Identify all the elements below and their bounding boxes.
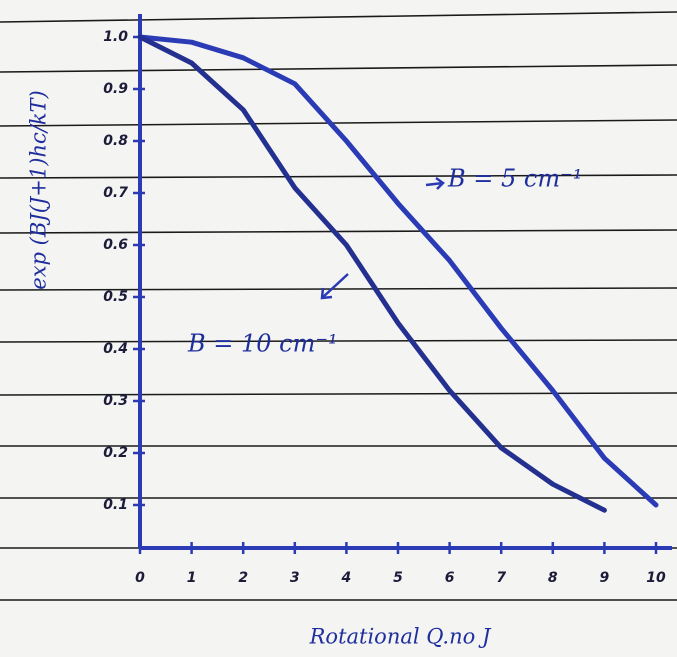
y-tick-label: 0.6 (103, 237, 128, 253)
y-tick-label: 0.2 (103, 445, 128, 461)
y-axis-label: exp (BJ(J+1)hc/kT) (27, 90, 51, 289)
y-tick-label: 1.0 (103, 29, 128, 45)
x-tick-label: 3 (290, 570, 300, 586)
paper-rule (0, 339, 677, 343)
paper-rule (0, 392, 677, 396)
x-tick-label: 8 (548, 570, 558, 586)
y-tick-label: 0.4 (103, 341, 128, 357)
y-tick-label: 0.8 (103, 133, 128, 149)
annotation: B = 5 cm⁻¹ (447, 165, 582, 193)
annotation-arrow (425, 176, 445, 190)
y-tick-label: 0.7 (103, 185, 128, 201)
x-tick-label: 9 (600, 570, 610, 586)
paper-rule (0, 287, 677, 291)
x-tick-label: 2 (238, 570, 248, 586)
y-tick-label: 0.9 (103, 81, 128, 97)
y-tick-label: 0.3 (103, 393, 128, 409)
paper-rule (0, 174, 677, 179)
paper-rule (0, 119, 677, 127)
annotation-arrow (320, 273, 349, 300)
annotation: B = 10 cm⁻¹ (187, 330, 338, 358)
paper-rule (0, 11, 677, 23)
y-tick-label: 0.1 (103, 497, 128, 513)
x-tick-label: 5 (393, 570, 403, 586)
x-axis-label: Rotational Q.no J (309, 625, 492, 649)
paper-rule (0, 229, 677, 234)
paper-rule (0, 64, 677, 73)
x-tick-label: 7 (496, 570, 506, 586)
y-tick-label: 0.5 (103, 289, 128, 305)
x-tick-label: 1 (187, 570, 197, 586)
paper-rules (0, 11, 677, 601)
x-tick-label: 0 (135, 570, 145, 586)
x-tick-label: 10 (646, 570, 666, 586)
line-series (137, 34, 659, 508)
line-series (137, 34, 607, 513)
x-tick-label: 4 (341, 570, 352, 586)
x-tick-label: 6 (445, 570, 455, 586)
